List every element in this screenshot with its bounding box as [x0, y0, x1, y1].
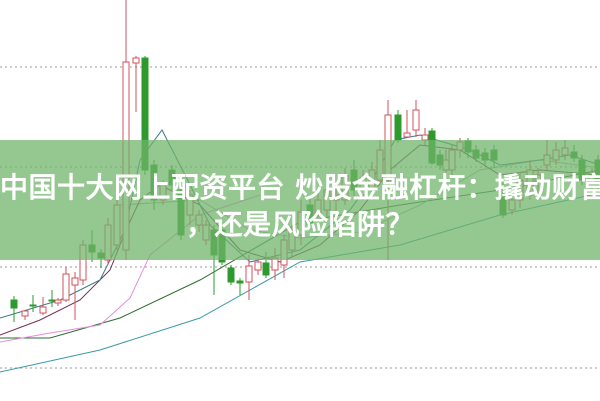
candle-up	[71, 277, 79, 286]
candle-up	[412, 109, 420, 131]
candle-down	[227, 267, 235, 283]
candle-up	[21, 310, 29, 317]
headline-line-2: ，还是风险陷阱？	[185, 208, 414, 241]
candle-down	[10, 299, 18, 309]
candle-down	[262, 262, 270, 276]
candle-up	[62, 273, 70, 301]
candle-down	[48, 299, 56, 302]
candle-down	[236, 280, 244, 284]
candle-up	[254, 261, 262, 271]
candle-down	[394, 114, 402, 141]
candle-up	[403, 132, 411, 138]
candle-up	[132, 57, 140, 64]
candle-up	[245, 265, 253, 283]
candle-up	[39, 306, 47, 314]
candle-up	[54, 299, 62, 304]
headline-line-1: 中国十大网上配资平台 炒股金融杠杆：撬动财富	[0, 171, 600, 204]
title-banner	[0, 140, 600, 260]
candle-down	[29, 304, 37, 307]
